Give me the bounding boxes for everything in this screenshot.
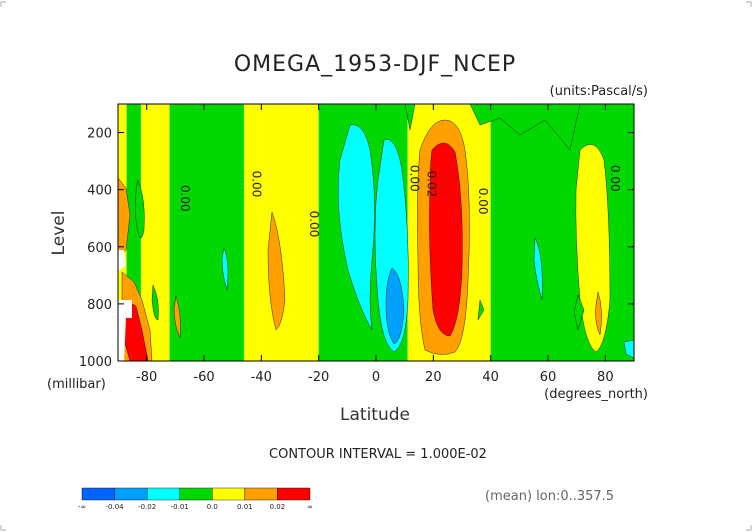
contour-label: 0.00: [608, 165, 622, 192]
x-tick-label: -80: [136, 370, 157, 385]
y-tick-label: 400: [87, 184, 112, 199]
contour-label: 0.00: [178, 185, 192, 212]
x-axis-label: Latitude: [340, 405, 410, 425]
colorbar-label: -0.04: [106, 503, 125, 511]
x-tick-label: -20: [308, 370, 329, 385]
colorbar-label: -0.01: [171, 503, 189, 511]
contour-label: 0.00: [476, 188, 490, 215]
y-tick-label: 800: [87, 298, 112, 313]
units-label: (units:Pascal/s): [550, 84, 648, 99]
contour-fields: [118, 104, 634, 361]
x-axis-ticks: -80 -60 -40 -20 0 20 40 60 80: [136, 104, 614, 385]
contour-fill-green-small: [477, 299, 485, 321]
contour-fill-blue: [385, 267, 405, 345]
contour-fill-cyan-small: [533, 237, 543, 301]
colorbar-bin: [277, 487, 311, 501]
contour-label: 0.00: [250, 171, 264, 198]
x-tick-label: 80: [597, 370, 614, 385]
y-axis-label: Level: [49, 211, 69, 256]
x-tick-label: 20: [425, 370, 442, 385]
colorbar-bin: [81, 487, 115, 501]
contour-fill-cyan-small: [221, 247, 229, 291]
contour-label: 0.00: [307, 211, 321, 238]
contour-fill-green-small: [151, 284, 159, 321]
colorbar-label: -∞: [78, 503, 86, 511]
colorbar-label: 0.0: [207, 503, 218, 511]
y-tick-label: 200: [87, 127, 112, 142]
contour-interval-label: CONTOUR INTERVAL = 1.000E-02: [269, 447, 487, 462]
x-units-label: (degrees_north): [544, 387, 648, 402]
contour-label: 0.02: [425, 171, 439, 198]
contour-fill-yellow-north: [575, 144, 611, 353]
contour-fill-orange-small: [173, 295, 181, 339]
colorbar-label: -0.02: [138, 503, 156, 511]
contour-fill-green-small: [135, 179, 145, 239]
y-tick-label: 600: [87, 241, 112, 256]
missing-region: [118, 300, 132, 361]
x-tick-label: 60: [540, 370, 557, 385]
contour-label: 0.00: [407, 165, 421, 192]
y-units-label: (millibar): [47, 377, 106, 392]
colorbar-bin: [212, 487, 246, 501]
x-tick-label: 0: [372, 370, 380, 385]
y-axis-ticks: 200 400 600 800 1000: [79, 127, 634, 370]
colorbar-bin: [114, 487, 148, 501]
colorbar-label: ∞: [307, 503, 313, 511]
contour-fill-red-main: [429, 142, 463, 337]
background-band: [169, 104, 245, 361]
x-tick-label: -60: [193, 370, 214, 385]
x-tick-label: -40: [251, 370, 272, 385]
contour-labels: 0.00 0.00 0.00 0.00 0.02 0.00 0.00: [178, 165, 622, 237]
background-band: [490, 104, 634, 361]
colorbar-bin: [146, 487, 180, 501]
contour-fill-green-upper: [404, 104, 416, 131]
colorbar-label: 0.02: [270, 503, 286, 511]
footer-mean-label: (mean) lon:0..357.5: [485, 489, 614, 504]
contour-fill-orange-north: [595, 291, 602, 336]
contour-fill-cyan-small: [623, 339, 634, 359]
missing-region: [118, 250, 126, 272]
colorbar-bin: [244, 487, 278, 501]
y-tick-label: 1000: [79, 355, 112, 370]
colorbar: -∞ -0.04 -0.02 -0.01 0.0 0.01 0.02 ∞: [78, 487, 313, 511]
x-tick-label: 40: [482, 370, 499, 385]
colorbar-bin: [179, 487, 213, 501]
contour-fill-orange-left: [118, 177, 131, 259]
plot-area: 0.00 0.00 0.00 0.00 0.02 0.00 0.00: [118, 104, 634, 361]
contour-fill-orange-center: [267, 211, 286, 331]
contour-fill-green-small: [573, 294, 585, 331]
contour-fill-cyan-main: [338, 124, 375, 331]
contour-fill-green-upper: [469, 104, 581, 151]
colorbar-label: 0.01: [237, 503, 253, 511]
chart-title: OMEGA_1953-DJF_NCEP: [234, 52, 516, 77]
